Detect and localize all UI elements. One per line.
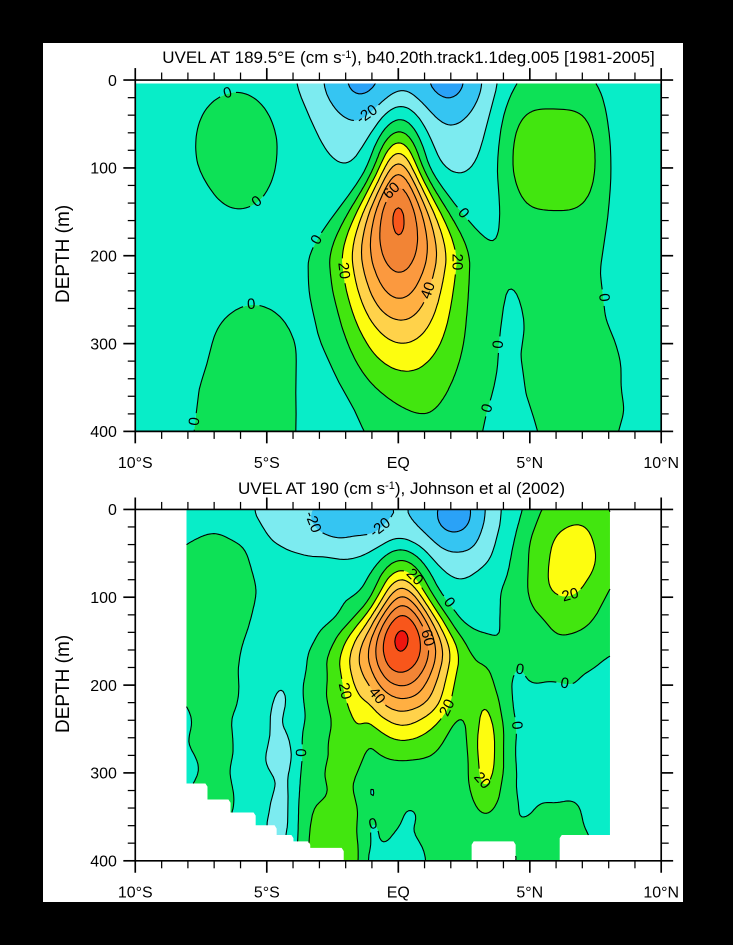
svg-text:20: 20: [334, 261, 353, 280]
svg-text:5°S: 5°S: [254, 455, 280, 472]
svg-text:10°N: 10°N: [643, 455, 679, 472]
svg-text:0: 0: [508, 720, 526, 730]
svg-text:EQ: EQ: [387, 884, 410, 901]
svg-text:20: 20: [335, 681, 355, 701]
svg-text:0: 0: [108, 502, 117, 519]
svg-text:300: 300: [90, 766, 117, 783]
svg-text:100: 100: [90, 590, 117, 607]
svg-text:5°N: 5°N: [516, 455, 543, 472]
svg-text:0: 0: [559, 674, 570, 692]
svg-text:400: 400: [90, 853, 117, 870]
svg-text:0: 0: [247, 296, 256, 313]
svg-text:0: 0: [108, 73, 117, 90]
svg-text:0: 0: [515, 660, 526, 678]
svg-text:200: 200: [90, 678, 117, 695]
svg-text:20: 20: [560, 585, 581, 606]
svg-text:0: 0: [293, 748, 310, 757]
svg-text:20: 20: [436, 697, 459, 719]
svg-text:5°S: 5°S: [254, 884, 280, 901]
svg-text:EQ: EQ: [387, 455, 410, 472]
svg-text:0: 0: [221, 84, 234, 103]
svg-text:40: 40: [365, 684, 389, 708]
svg-text:60: 60: [417, 628, 438, 648]
svg-text:10°N: 10°N: [643, 884, 679, 901]
svg-text:0: 0: [367, 815, 379, 833]
svg-text:10°S: 10°S: [118, 884, 153, 901]
svg-text:40: 40: [417, 280, 439, 301]
svg-text:400: 400: [90, 424, 117, 441]
svg-text:10°S: 10°S: [118, 455, 153, 472]
svg-text:-20: -20: [301, 509, 325, 535]
svg-text:300: 300: [90, 336, 117, 353]
svg-text:200: 200: [90, 249, 117, 266]
svg-text:20: 20: [448, 254, 465, 271]
svg-text:0: 0: [595, 292, 613, 302]
svg-text:100: 100: [90, 161, 117, 178]
svg-text:0: 0: [186, 416, 204, 426]
svg-text:0: 0: [478, 402, 497, 415]
svg-text:0: 0: [490, 340, 508, 350]
svg-text:5°N: 5°N: [516, 884, 543, 901]
